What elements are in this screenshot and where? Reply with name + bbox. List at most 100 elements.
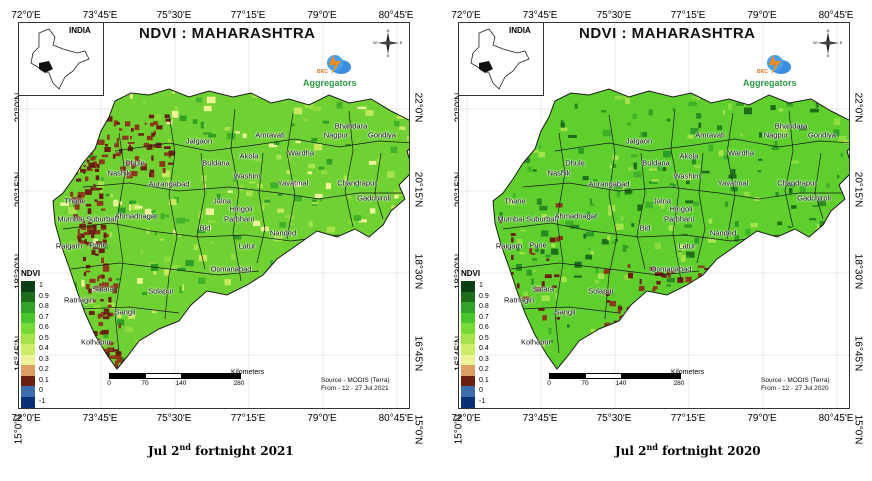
ndvi-patch — [388, 219, 395, 224]
ndvi-patch — [124, 36, 132, 41]
ndvi-patch — [629, 355, 637, 358]
ndvi-patch — [589, 203, 595, 207]
district-label: Latur — [238, 241, 256, 251]
ndvi-patch — [164, 256, 171, 263]
ndvi-patch — [379, 230, 388, 238]
ndvi-patch — [750, 222, 758, 228]
ndvi-patch — [517, 145, 521, 150]
ndvi-patch — [794, 326, 804, 330]
ndvi-patch — [67, 388, 72, 391]
district-label: Pune — [529, 240, 547, 250]
ndvi-patch — [649, 168, 658, 171]
ndvi-patch — [693, 201, 700, 206]
ndvi-patch — [602, 129, 612, 137]
ndvi-low-patch — [77, 195, 81, 198]
ndvi-low-patch — [557, 236, 563, 240]
ndvi-patch — [702, 313, 706, 321]
ndvi-patch — [253, 220, 261, 227]
ndvi-low-patch — [100, 208, 106, 211]
ndvi-patch — [53, 118, 60, 124]
ndvi-patch — [62, 378, 70, 380]
ndvi-patch — [757, 269, 760, 276]
ndvi-patch — [651, 179, 659, 182]
ndvi-low-patch — [88, 121, 91, 127]
district-label: Thane — [504, 196, 526, 206]
ndvi-patch — [35, 232, 40, 235]
ndvi-patch — [551, 248, 559, 255]
ndvi-patch — [843, 290, 849, 297]
legend-swatch — [461, 291, 475, 303]
district-boundary — [670, 108, 682, 282]
ndvi-patch — [336, 101, 343, 109]
ndvi-patch — [407, 349, 409, 355]
ndvi-patch — [403, 317, 409, 323]
ndvi-low-patch — [93, 246, 99, 250]
district-boundary — [114, 138, 409, 152]
ndvi-patch — [317, 273, 320, 279]
ndvi-patch — [586, 231, 594, 237]
ndvi-patch — [843, 294, 848, 297]
ndvi-patch — [630, 321, 640, 324]
longitude-label-bottom: 79°0'E — [747, 413, 777, 424]
compass-rose-icon: N E S W — [813, 29, 843, 57]
ndvi-patch — [83, 132, 89, 139]
ndvi-patch — [318, 28, 323, 33]
ndvi-patch — [460, 128, 464, 134]
ndvi-low-patch — [151, 132, 155, 137]
ndvi-patch — [548, 92, 554, 98]
ndvi-patch — [717, 344, 726, 348]
ndvi-patch — [135, 339, 141, 343]
district-label: Ratnagiri — [63, 295, 95, 305]
ndvi-patch — [19, 245, 23, 251]
ndvi-patch — [352, 263, 359, 270]
ndvi-patch — [832, 246, 841, 251]
ndvi-patch — [311, 138, 318, 142]
ndvi-low-patch — [114, 362, 119, 368]
ndvi-patch — [100, 177, 104, 182]
ndvi-patch — [234, 304, 238, 310]
ndvi-patch — [166, 179, 172, 187]
inset-label: INDIA — [509, 26, 531, 35]
ndvi-patch — [336, 330, 344, 335]
ndvi-patch — [277, 193, 283, 196]
ndvi-patch — [198, 277, 206, 284]
legend-entry: 0.2 — [461, 365, 501, 376]
ndvi-patch — [390, 321, 396, 326]
legend-label: 0.7 — [39, 313, 49, 321]
legend-label: 0.1 — [479, 376, 489, 384]
ndvi-patch — [645, 201, 653, 209]
ndvi-patch — [756, 275, 764, 280]
latitude-label-right: 15°0'N — [412, 414, 424, 445]
ndvi-low-patch — [81, 124, 84, 129]
ndvi-patch — [203, 132, 212, 135]
ndvi-patch — [684, 224, 693, 228]
ndvi-low-patch — [98, 322, 104, 327]
ndvi-patch — [794, 42, 799, 48]
ndvi-patch — [809, 218, 817, 221]
ndvi-patch — [663, 150, 672, 158]
ndvi-low-patch — [69, 103, 72, 106]
ndvi-patch — [686, 255, 690, 259]
ndvi-patch — [758, 304, 767, 307]
ndvi-patch — [560, 122, 565, 129]
ndvi-low-patch — [93, 129, 99, 134]
ndvi-low-patch — [103, 232, 107, 239]
longitude-label-top: 73°45'E — [82, 10, 118, 21]
ndvi-patch — [155, 352, 162, 355]
ndvi-low-patch — [639, 279, 642, 285]
ndvi-patch — [150, 363, 157, 369]
ndvi-patch — [140, 249, 144, 254]
ndvi-low-patch — [99, 283, 104, 288]
ndvi-patch — [614, 182, 621, 186]
ndvi-patch — [607, 77, 613, 81]
ndvi-low-patch — [71, 164, 79, 167]
ndvi-map — [459, 23, 849, 408]
ndvi-patch — [550, 340, 553, 343]
district-label: Wardha — [288, 148, 314, 158]
ndvi-low-patch — [65, 133, 69, 136]
district-boundary — [726, 112, 736, 240]
ndvi-patch — [408, 91, 409, 97]
district-boundary — [374, 152, 384, 220]
map-title: NDVI : MAHARASHTRA — [139, 25, 316, 42]
ndvi-patch — [618, 304, 622, 308]
